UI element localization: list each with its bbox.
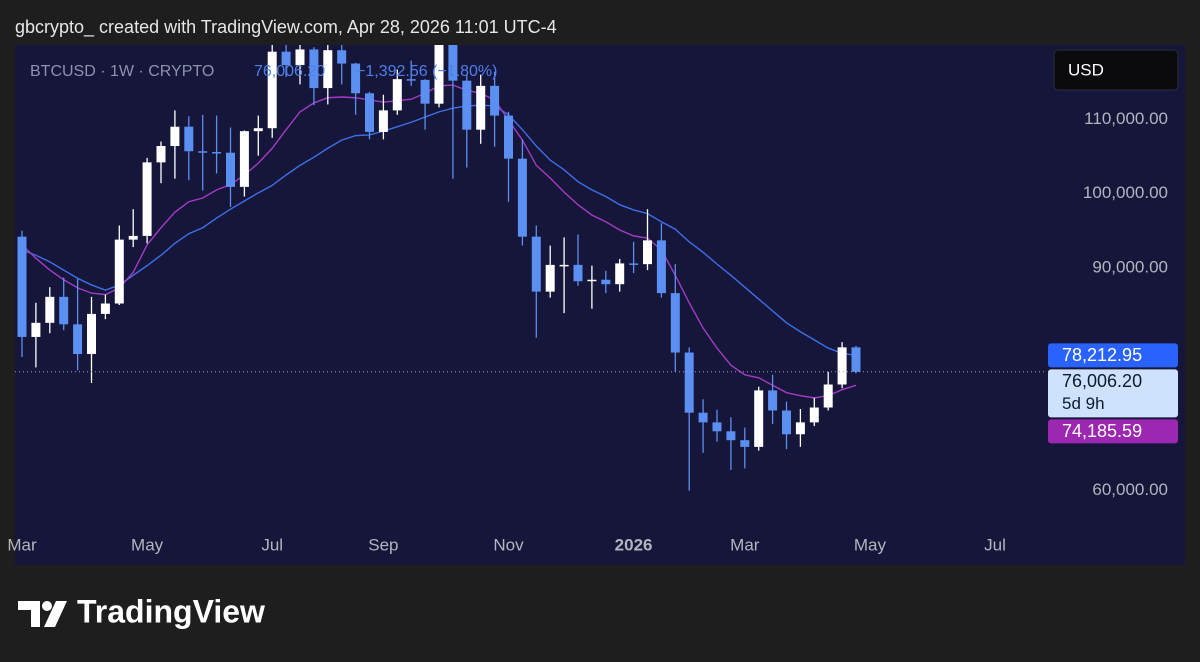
candle-body <box>156 146 166 163</box>
candle-body <box>73 324 83 355</box>
x-tick-label: May <box>854 535 887 554</box>
candle-body <box>17 236 27 337</box>
candle-body <box>309 49 319 89</box>
candle-body <box>45 296 55 323</box>
candle-body <box>643 240 652 265</box>
ma-price-label: 78,212.95 <box>1062 345 1142 365</box>
candle-body <box>59 296 69 325</box>
candle-body <box>351 63 361 94</box>
chart-panel <box>15 45 1185 565</box>
candle-body <box>434 45 444 104</box>
candle-body <box>226 152 235 187</box>
candle-body <box>198 151 208 153</box>
candle-body <box>365 93 374 132</box>
candle-body <box>531 236 541 292</box>
candle-body <box>490 85 500 116</box>
candle-body <box>253 128 263 132</box>
candle-body <box>504 115 513 159</box>
candle-body <box>823 384 833 408</box>
candle-body <box>754 390 764 447</box>
x-tick-label: Nov <box>493 535 524 554</box>
candle-body <box>448 45 458 81</box>
candle-body <box>837 347 847 385</box>
candle-body <box>782 410 791 435</box>
candle-body <box>573 264 583 282</box>
ma-price-label: 74,185.59 <box>1062 421 1142 441</box>
candle-body <box>142 162 152 236</box>
candle-body <box>587 279 597 282</box>
candle-body <box>517 158 527 237</box>
candle-body <box>267 51 277 129</box>
last-price: 76,006.20 <box>254 63 325 80</box>
candle-body <box>545 264 555 292</box>
candle-body <box>87 313 96 355</box>
candle-body <box>684 352 694 413</box>
logo <box>18 601 67 627</box>
brand: TradingView <box>77 593 265 629</box>
candle-body <box>670 293 680 353</box>
candle-body <box>740 440 750 447</box>
price-change: −1,392.56 (−1.80%) <box>356 63 497 80</box>
candle-body <box>629 263 639 265</box>
candle-body <box>768 390 778 411</box>
candle-body <box>114 239 124 304</box>
last-price-label: 76,006.20 <box>1062 371 1142 391</box>
currency[interactable]: USD <box>1068 60 1104 79</box>
candle-body <box>337 50 347 64</box>
candle-body <box>295 49 305 66</box>
candle-body <box>184 126 194 152</box>
x-tick-label: 2026 <box>615 535 653 554</box>
candle-body <box>170 126 180 147</box>
candle-body <box>323 50 333 89</box>
countdown: 5d 9h <box>1062 394 1105 413</box>
candle-body <box>851 347 861 372</box>
candle-body <box>795 422 805 435</box>
candle-body <box>476 85 486 130</box>
candle-body <box>559 264 569 267</box>
candle-body <box>712 422 722 432</box>
candle-body <box>406 79 416 81</box>
x-tick-label: May <box>131 535 164 554</box>
header: gbcrypto_ created with TradingView.com, … <box>15 17 557 38</box>
last-price-tag <box>1048 369 1178 418</box>
candle-body <box>128 235 138 240</box>
y-tick-label: 90,000.00 <box>1092 257 1168 276</box>
x-tick-label: Sep <box>368 535 398 554</box>
y-tick-label: 110,000.00 <box>1084 109 1168 128</box>
candle-body <box>378 110 388 132</box>
x-tick-label: Mar <box>7 535 37 554</box>
ma-line <box>21 104 857 357</box>
candle-body <box>656 240 666 294</box>
x-tick-label: Jul <box>984 535 1006 554</box>
candle-body <box>462 80 472 130</box>
candle-body <box>392 79 402 111</box>
currency-button[interactable] <box>1053 49 1179 91</box>
symbol: BTCUSD · 1W · CRYPTO <box>30 63 214 80</box>
candle-body <box>212 151 222 154</box>
axes: 60,000.00 90,000.00 100,000.00 110,000.00 Ma… <box>7 109 1178 554</box>
candle-body <box>281 51 291 66</box>
candle-body <box>726 431 736 441</box>
candle-body <box>31 322 41 337</box>
x-tick-label: Mar <box>730 535 760 554</box>
candle-body <box>615 263 625 285</box>
candle-body <box>239 131 249 187</box>
candle-body <box>809 407 819 423</box>
candle-body <box>601 279 611 285</box>
y-tick-label: 60,000.00 <box>1092 480 1168 499</box>
candle-body <box>698 412 708 423</box>
x-tick-label: Jul <box>261 535 283 554</box>
ma-price-tag <box>1048 343 1178 368</box>
candle-body <box>420 79 430 104</box>
plot-area <box>15 45 1045 491</box>
ma-price-tag <box>1048 419 1178 444</box>
candle-body <box>100 303 110 314</box>
y-tick-label: 100,000.00 <box>1083 183 1168 202</box>
